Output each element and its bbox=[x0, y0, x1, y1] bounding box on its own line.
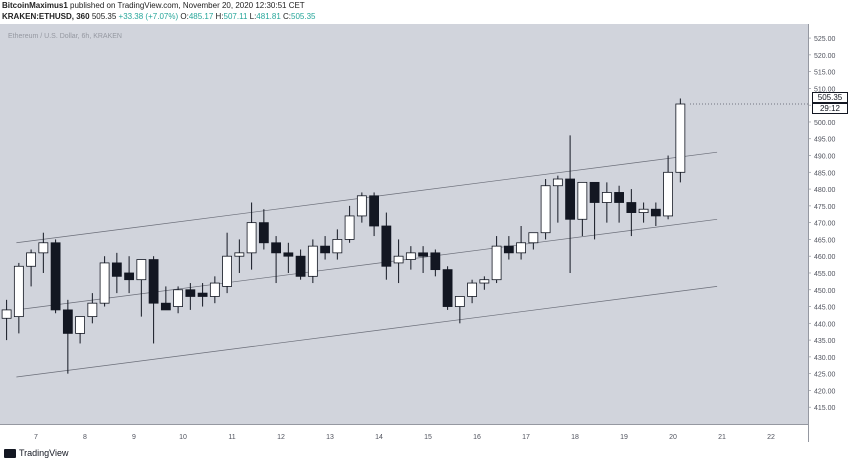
symbol-watermark: Ethereum / U.S. Dollar, 6h, KRAKEN bbox=[8, 33, 122, 40]
chart-plot-area[interactable] bbox=[0, 24, 808, 442]
high-value: 507.11 bbox=[223, 12, 248, 21]
tradingview-icon bbox=[4, 448, 16, 458]
publish-line: BitcoinMaximus1 published on TradingView… bbox=[2, 1, 305, 10]
last-price-badge: 505.35 bbox=[812, 92, 848, 103]
footer: TradingView bbox=[0, 442, 850, 464]
open-value: 485.17 bbox=[188, 12, 214, 21]
low-label: L: bbox=[249, 12, 257, 21]
close-label: C: bbox=[283, 12, 291, 21]
price-axis[interactable] bbox=[808, 24, 850, 442]
symbol-label: KRAKEN:ETHUSD, 360 bbox=[2, 12, 90, 21]
close-value: 505.35 bbox=[291, 12, 316, 21]
author-name[interactable]: BitcoinMaximus1 bbox=[2, 1, 68, 10]
low-value: 481.81 bbox=[256, 12, 281, 21]
open-label: O: bbox=[180, 12, 189, 21]
tradingview-logo[interactable]: TradingView bbox=[4, 448, 69, 458]
price-change: +33.38 (+7.07%) bbox=[118, 12, 179, 21]
high-label: H: bbox=[215, 12, 224, 21]
ohlc-line: KRAKEN:ETHUSD, 360 505.35 +33.38 (+7.07%… bbox=[2, 12, 315, 21]
bar-timer-badge: 29:12 bbox=[812, 103, 848, 114]
published-text: published on TradingView.com, November 2… bbox=[70, 1, 305, 10]
tradingview-brand: TradingView bbox=[19, 448, 69, 458]
time-axis[interactable] bbox=[0, 424, 808, 442]
chart-header: BitcoinMaximus1 published on TradingView… bbox=[0, 0, 850, 24]
last-price: 505.35 bbox=[91, 12, 117, 21]
